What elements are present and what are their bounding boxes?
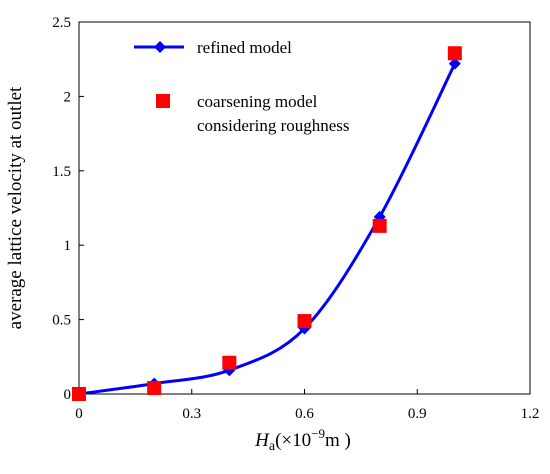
series-coarse-point-2 bbox=[222, 355, 237, 370]
x-tick-label-0: 0 bbox=[75, 406, 83, 422]
legend: refined model coarsening model consideri… bbox=[134, 38, 350, 135]
legend-refined-marker bbox=[154, 41, 166, 53]
y-tick-label-0: 0 bbox=[64, 387, 72, 403]
ticks bbox=[78, 21, 531, 395]
y-tick-label-4: 2 bbox=[64, 89, 72, 105]
legend-coarse-label-line1: coarsening model bbox=[197, 92, 318, 111]
legend-coarse-label-line2: considering roughness bbox=[197, 116, 350, 135]
plot-area-frame bbox=[78, 21, 531, 395]
x-tick-label-2: 0.6 bbox=[295, 406, 314, 422]
y-tick-label-2: 1 bbox=[64, 238, 72, 254]
legend-coarse-marker bbox=[156, 94, 170, 108]
x-tick-labels: 0 0.3 0.6 0.9 1.2 bbox=[75, 406, 539, 422]
legend-refined-label: refined model bbox=[197, 38, 292, 57]
series-coarse-point-4 bbox=[372, 218, 387, 233]
x-tick-label-3: 0.9 bbox=[408, 406, 427, 422]
y-tick-labels: 0 0.5 1 1.5 2 2.5 bbox=[52, 15, 71, 403]
x-axis-title-subscript: a bbox=[269, 439, 276, 454]
x-axis-title-superscript: −9 bbox=[311, 426, 325, 441]
series-refined-line bbox=[78, 63, 457, 396]
series-refined-point-5 bbox=[448, 57, 461, 70]
y-tick-label-5: 2.5 bbox=[52, 15, 71, 31]
x-axis-title-open: (×10 bbox=[275, 430, 311, 451]
series-coarse-point-3 bbox=[297, 314, 312, 329]
x-axis-title-main: H bbox=[254, 430, 270, 451]
series-layer bbox=[72, 46, 462, 401]
series-coarse-point-5 bbox=[447, 46, 462, 61]
y-tick-label-3: 1.5 bbox=[52, 164, 71, 180]
x-axis-title-close: m ) bbox=[325, 430, 351, 451]
x-tick-label-1: 0.3 bbox=[182, 406, 201, 422]
y-axis-title: average lattice velocity at outlet bbox=[5, 86, 26, 329]
x-axis-title: Ha(×10−9m ) bbox=[254, 426, 351, 454]
x-tick-label-4: 1.2 bbox=[521, 406, 540, 422]
y-tick-label-1: 0.5 bbox=[52, 313, 71, 329]
series-coarse-point-0 bbox=[72, 387, 86, 401]
series-coarse-point-1 bbox=[147, 381, 162, 396]
